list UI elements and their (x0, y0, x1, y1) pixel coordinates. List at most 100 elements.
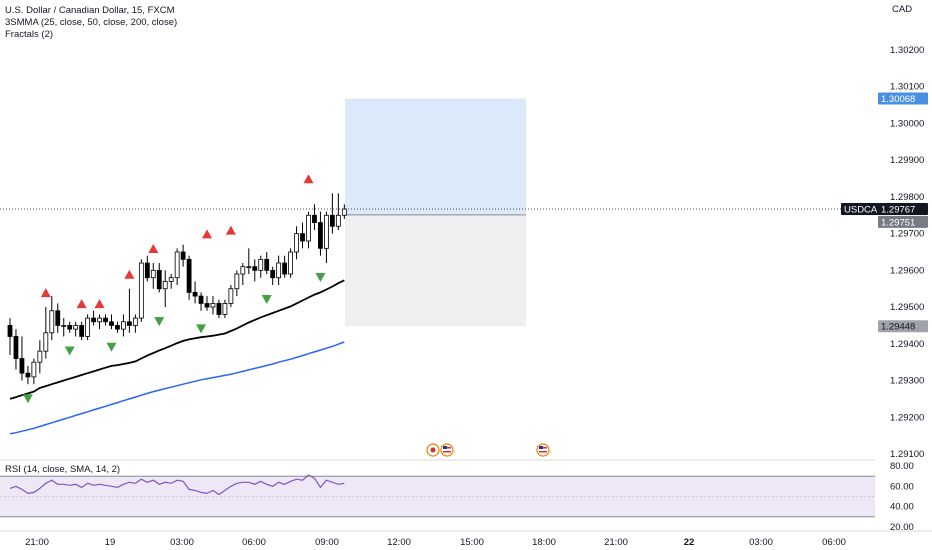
rsi-legend-label[interactable]: RSI (14, close, SMA, 14, 2) (5, 464, 121, 475)
candle (210, 296, 216, 315)
candle (43, 307, 49, 359)
candle (25, 365, 31, 385)
price-tick-label: 1.30200 (890, 45, 924, 56)
candle-body (7, 325, 13, 337)
candle (19, 336, 25, 381)
price-axis[interactable]: 1.29100 1.29200 1.29300 1.29400 1.29500 1.296… (890, 45, 924, 460)
entry-price-tag: 1.29751 (878, 215, 928, 228)
price-tick-label: 1.30000 (890, 118, 924, 129)
candle-body (318, 222, 323, 249)
candle-body (115, 325, 120, 330)
fractal-up-marker (94, 299, 105, 309)
candle-body (282, 262, 288, 275)
smma-lines (9, 279, 345, 435)
candle (144, 255, 150, 282)
fractal-up-marker (124, 269, 135, 279)
canton (539, 446, 543, 449)
fractal-down-marker (64, 346, 75, 356)
candle-body (55, 310, 61, 326)
candle-body (306, 214, 311, 242)
candle (228, 285, 234, 308)
fractal-down-marker (196, 324, 207, 334)
candle-body (234, 273, 240, 290)
time-tick-label: 18:00 (532, 537, 556, 548)
candle-body (180, 251, 186, 260)
rsi-tick-label: 40.00 (890, 502, 914, 513)
candle (246, 248, 252, 275)
fractal-down-marker (315, 273, 326, 283)
candle-body (156, 269, 162, 290)
candle-body (294, 233, 299, 253)
current-price-tag-bg (878, 203, 928, 216)
price-tick-label: 1.29500 (890, 302, 924, 313)
smma-slow-line (9, 341, 345, 435)
candle (180, 244, 186, 267)
candle (49, 296, 55, 341)
candle (79, 321, 85, 341)
stop-price-tag-text: 1.29448 (881, 322, 915, 333)
symbol-tag: USDCAD (841, 203, 884, 216)
symbol-tag-text: USDCAD (844, 205, 884, 216)
symbol-title[interactable]: U.S. Dollar / Canadian Dollar, 15, FXCM (5, 5, 175, 16)
price-tick-label: 1.29400 (890, 339, 924, 350)
candle-body (246, 266, 252, 269)
time-tick-label: 19 (105, 537, 116, 548)
candle (73, 321, 79, 337)
candle (234, 270, 240, 297)
entry-price-tag-bg (878, 215, 928, 228)
candle-body (67, 325, 73, 330)
candle-body (144, 262, 150, 279)
price-tick-label: 1.29600 (890, 265, 924, 276)
candle-body (109, 321, 114, 326)
candle-body (312, 214, 317, 224)
economic-events (426, 443, 550, 457)
candle (282, 255, 288, 278)
price-tick-label: 1.29700 (890, 229, 924, 240)
candle-body (198, 295, 204, 304)
candle-body (103, 317, 108, 323)
candle (97, 314, 102, 330)
candle (132, 314, 138, 333)
candle-body (150, 269, 156, 279)
candle-body (31, 361, 37, 378)
time-tick-label: 15:00 (460, 537, 484, 548)
candle (335, 193, 341, 230)
candle (91, 310, 96, 326)
candle-body (174, 251, 180, 279)
candle (31, 358, 37, 385)
candle (67, 321, 73, 333)
candle (312, 204, 317, 230)
time-tick-label: 03:00 (170, 537, 194, 548)
time-tick-label: 06:00 (822, 537, 846, 548)
candle (174, 248, 180, 286)
candle-body (335, 214, 341, 227)
candle (138, 259, 144, 322)
candle (294, 226, 299, 260)
time-tick-label: 03:00 (749, 537, 773, 548)
candle (204, 296, 210, 311)
candle (186, 255, 192, 300)
candle-body (186, 258, 192, 293)
fractal-up-marker (40, 288, 51, 298)
indicator-fractals-label[interactable]: Fractals (2) (5, 29, 54, 40)
time-axis[interactable]: 21:00 19 03:00 06:00 09:00 12:00 15:00 18:00 21:… (0, 530, 932, 548)
fractals-layer (22, 174, 326, 404)
stripe (443, 451, 451, 453)
indicator-smma-label[interactable]: 3SMMA (25, close, 50, close, 200, close) (5, 17, 178, 28)
stop-price-tag: 1.29448 (878, 320, 928, 333)
loss-zone (345, 214, 526, 327)
currency-label[interactable]: CAD (892, 4, 913, 15)
candle (109, 314, 114, 330)
time-tick-label: 09:00 (315, 537, 339, 548)
candle-body (127, 321, 132, 326)
fractal-down-marker (154, 317, 165, 327)
target-price-tag-bg (878, 92, 928, 105)
candle-body (329, 214, 335, 227)
event-ring (440, 443, 454, 457)
candle (329, 193, 335, 234)
fractal-up-marker (148, 244, 159, 254)
candle-body (121, 321, 126, 330)
candle (61, 318, 67, 337)
